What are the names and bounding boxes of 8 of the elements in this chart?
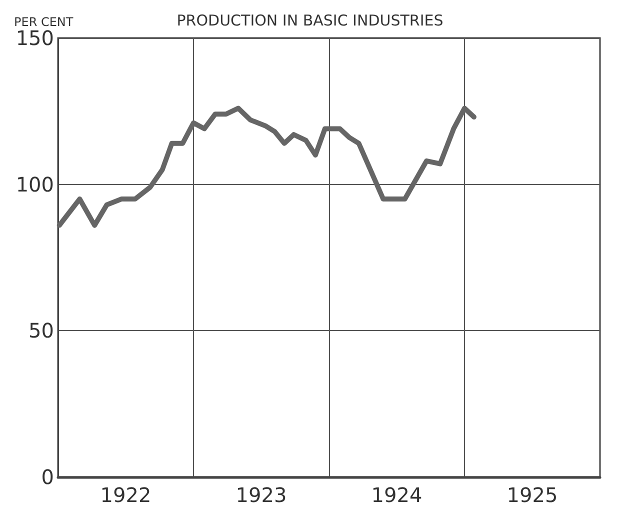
y-tick-label: 50 (28, 318, 54, 343)
x-tick-label: 1924 (371, 483, 422, 507)
x-tick-label: 1922 (100, 483, 152, 507)
y-tick-label: 0 (41, 465, 54, 489)
chart-title: PRODUCTION IN BASIC INDUSTRIES (176, 12, 444, 30)
x-tick-label: 1923 (236, 483, 287, 507)
x-tick-label: 1925 (506, 483, 558, 507)
y-tick-label: 100 (16, 172, 54, 196)
